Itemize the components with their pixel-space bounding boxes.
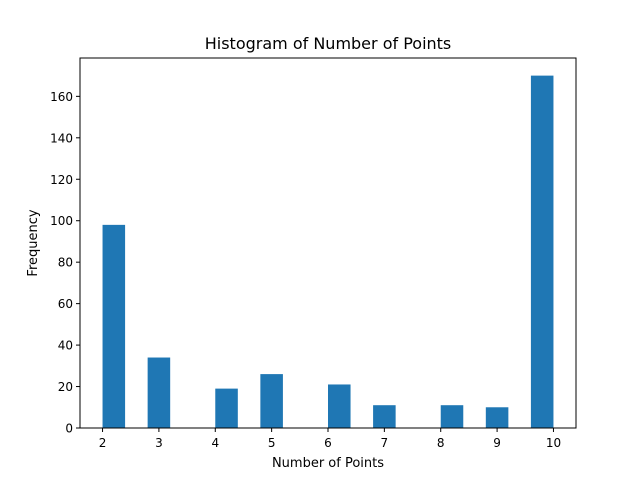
y-tick-label: 160: [50, 90, 73, 104]
x-axis-label: Number of Points: [272, 456, 384, 471]
histogram-bar: [373, 405, 396, 428]
bars-group: [102, 75, 554, 428]
x-tick-label: 2: [99, 436, 107, 450]
chart-title: Histogram of Number of Points: [205, 34, 452, 53]
histogram-bar: [440, 405, 464, 428]
histogram-bar: [102, 224, 126, 428]
x-tick-label: 10: [546, 436, 561, 450]
histogram-bar: [485, 407, 509, 428]
y-tick-label: 20: [58, 380, 73, 394]
x-tick-label: 9: [493, 436, 501, 450]
x-tick-label: 8: [437, 436, 445, 450]
x-tick-label: 6: [324, 436, 332, 450]
y-axis-label: Frequency: [26, 209, 41, 276]
histogram-bar: [530, 75, 554, 428]
y-ticks-group: 0 20 40 60 80 100 120 140 160: [50, 90, 80, 436]
x-tick-label: 3: [155, 436, 163, 450]
y-tick-label: 80: [58, 256, 73, 270]
x-tick-label: 4: [211, 436, 219, 450]
x-tick-label: 7: [381, 436, 389, 450]
plot-frame: [79, 57, 577, 429]
y-tick-label: 0: [65, 422, 73, 436]
y-tick-label: 120: [50, 173, 73, 187]
y-tick-label: 60: [58, 297, 73, 311]
histogram-bar: [215, 388, 238, 428]
y-tick-label: 100: [50, 214, 73, 228]
histogram-bar: [147, 357, 171, 428]
x-ticks-group: 2 3 4 5 6 7 8 9 10: [99, 428, 561, 450]
y-tick-label: 140: [50, 131, 73, 145]
histogram-bar: [260, 374, 283, 428]
y-tick-label: 40: [58, 339, 73, 353]
histogram-bar: [328, 384, 351, 428]
x-tick-label: 5: [268, 436, 276, 450]
